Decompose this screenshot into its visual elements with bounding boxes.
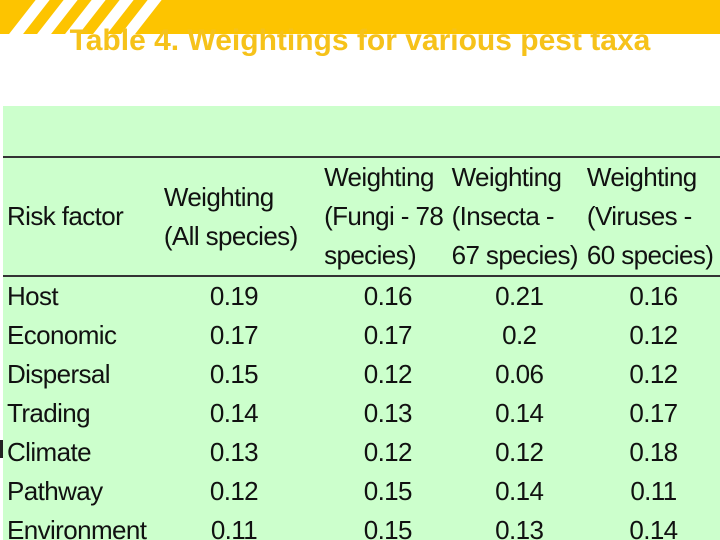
weight-cell: 0.11 [630, 476, 677, 506]
header-line: 60 species) [586, 240, 714, 270]
weight-cell: 0.18 [629, 437, 678, 467]
top-banner [0, 0, 720, 34]
weight-cell: 0.12 [495, 437, 544, 467]
weight-cell: 0.15 [363, 515, 413, 540]
weight-cell: 0.12 [629, 359, 678, 389]
weight-cell: 0.06 [495, 359, 544, 389]
weight-cell: 0.14 [209, 398, 259, 428]
table-row: Economic 0.17 0.17 0.2 0.12 [3, 316, 720, 355]
table-header-row: Risk factor Weighting (All species) Weig… [3, 157, 720, 276]
header-line: Weighting [586, 162, 697, 192]
risk-factor-cell: Host [7, 281, 59, 311]
weight-cell: 0.12 [209, 476, 259, 506]
table-row: Pathway 0.12 0.15 0.14 0.11 [3, 472, 720, 511]
weight-cell: 0.16 [363, 281, 413, 311]
weight-cell: 0.14 [495, 476, 544, 506]
table-row: Dispersal 0.15 0.12 0.06 0.12 [3, 355, 720, 394]
header-line: (All species) [163, 220, 298, 251]
risk-factor-cell: Climate [7, 437, 92, 467]
header-fungi: Weighting (Fungi - 78 species) [324, 157, 452, 276]
weight-cell: 0.11 [210, 515, 258, 540]
header-line: (Fungi - 78 [324, 201, 444, 231]
weight-cell: 0.17 [209, 320, 259, 350]
weight-cell: 0.14 [495, 398, 544, 428]
risk-factor-cell: Dispersal [7, 359, 111, 389]
weight-cell: 0.15 [209, 359, 259, 389]
weight-cell: 0.12 [363, 437, 413, 467]
header-line: (Viruses - [586, 201, 692, 231]
risk-factor-cell: Economic [7, 320, 117, 350]
header-line: Weighting [324, 162, 434, 192]
weight-cell: 0.2 [502, 320, 537, 350]
slide-title: Table 4. Weightings for various pest tax… [69, 24, 651, 57]
table-panel: Risk factor Weighting (All species) Weig… [3, 106, 720, 540]
weight-cell: 0.16 [629, 281, 678, 311]
weight-cell: 0.12 [363, 359, 413, 389]
header-line: Weighting [451, 162, 562, 192]
table-row: Trading 0.14 0.13 0.14 0.17 [3, 394, 720, 433]
header-risk-factor: Risk factor [3, 157, 164, 276]
weightings-table: Risk factor Weighting (All species) Weig… [3, 156, 720, 540]
header-line: 67 species) [451, 240, 579, 270]
weight-cell: 0.13 [495, 515, 544, 540]
header-all-species: Weighting (All species) [164, 157, 324, 276]
weight-cell: 0.15 [363, 476, 413, 506]
header-insecta: Weighting (Insecta - 67 species) [452, 157, 587, 276]
header-viruses: Weighting (Viruses - 60 species) [587, 157, 720, 276]
weight-cell: 0.12 [629, 320, 678, 350]
risk-factor-cell: Pathway [7, 476, 103, 506]
header-line: (Insecta - [451, 201, 555, 231]
table-row: Host 0.19 0.16 0.21 0.16 [3, 276, 720, 316]
header-line: Risk factor [7, 201, 124, 231]
weight-cell: 0.14 [629, 515, 678, 540]
table-row: Environment 0.11 0.15 0.13 0.14 [3, 511, 720, 540]
weight-cell: 0.19 [209, 281, 259, 311]
weight-cell: 0.17 [363, 320, 413, 350]
risk-factor-cell: Trading [7, 398, 91, 428]
header-line: Weighting [163, 181, 274, 212]
weight-cell: 0.13 [209, 437, 259, 467]
risk-factor-cell: Environment [7, 515, 147, 540]
weight-cell: 0.17 [629, 398, 678, 428]
weight-cell: 0.13 [363, 398, 413, 428]
weight-cell: 0.21 [495, 281, 544, 311]
left-edge-mark [0, 440, 3, 458]
table-row: Climate 0.13 0.12 0.12 0.18 [3, 433, 720, 472]
header-line: species) [324, 240, 417, 270]
